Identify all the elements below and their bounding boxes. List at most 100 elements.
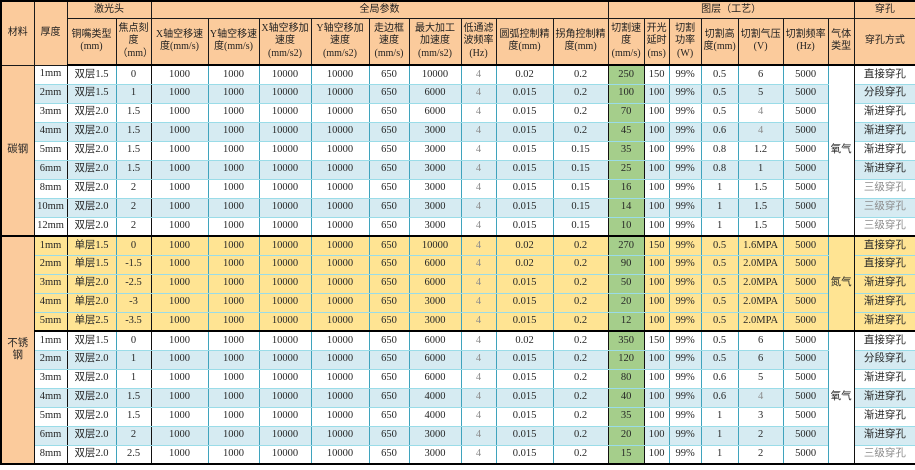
table-cell: 10000 bbox=[310, 140, 370, 161]
pierce-method-cell: 三级穿孔 bbox=[853, 444, 915, 465]
table-cell: 100 bbox=[643, 197, 670, 218]
table-cell: 单层1.5 bbox=[66, 254, 117, 275]
table-cell: 100 bbox=[643, 159, 670, 180]
table-cell: 1 bbox=[737, 159, 784, 180]
table-cell: 0.6 bbox=[700, 121, 739, 142]
table-cell: 650 bbox=[368, 292, 410, 313]
table-cell: 1 bbox=[115, 368, 152, 389]
table-cell: 4 bbox=[460, 140, 497, 161]
pierce-method-cell: 渐进穿孔 bbox=[853, 102, 915, 123]
table-cell: 650 bbox=[368, 235, 410, 256]
table-row: 4mm 单层2.0 -3 1000 1000 10000 10000 650 3000 4 0.01… bbox=[1, 292, 915, 313]
table-cell: 4 bbox=[460, 64, 497, 85]
pierce-method-cell: 渐进穿孔 bbox=[853, 368, 915, 389]
table-cell: 10000 bbox=[258, 216, 312, 237]
table-cell: 10000 bbox=[310, 254, 370, 275]
table-cell: 0.015 bbox=[495, 159, 554, 180]
table-cell: 1000 bbox=[150, 216, 209, 237]
table-cell: 0.015 bbox=[495, 368, 554, 389]
table-cell: 1000 bbox=[207, 197, 260, 218]
table-cell: 100 bbox=[643, 387, 670, 408]
table-cell: 5000 bbox=[782, 102, 829, 123]
table-cell: 650 bbox=[368, 102, 410, 123]
table-cell: 5000 bbox=[782, 235, 829, 256]
table-cell: 1.2 bbox=[737, 140, 784, 161]
table-cell: 16 bbox=[607, 178, 645, 199]
table-cell: 0.5 bbox=[700, 349, 739, 370]
table-cell: -1.5 bbox=[115, 254, 152, 275]
table-cell: 150 bbox=[643, 235, 670, 256]
table-cell: 3000 bbox=[408, 121, 462, 142]
pierce-method-cell: 渐进穿孔 bbox=[853, 311, 915, 332]
table-cell: 3000 bbox=[408, 216, 462, 237]
pierce-method-cell: 渐进穿孔 bbox=[853, 425, 915, 446]
table-row: 5mm 单层2.5 -3.5 1000 1000 10000 10000 650 3000 4 0.… bbox=[1, 311, 915, 332]
pierce-method-cell: 分段穿孔 bbox=[853, 83, 915, 104]
table-cell: 单层2.0 bbox=[66, 273, 117, 294]
table-cell: 0.015 bbox=[495, 273, 554, 294]
table-cell: 1000 bbox=[150, 292, 209, 313]
table-cell: 双层2.0 bbox=[66, 178, 117, 199]
table-cell: 12mm bbox=[33, 216, 68, 237]
table-cell: 650 bbox=[368, 197, 410, 218]
table-cell: 1000 bbox=[207, 140, 260, 161]
gas-type-cell: 氮气 bbox=[827, 235, 855, 332]
material-cell: 不锈钢 bbox=[0, 235, 35, 465]
table-row: 6mm 双层2.0 2 1000 1000 10000 10000 650 3000 4 0.015… bbox=[1, 425, 915, 446]
table-cell: 10000 bbox=[258, 235, 312, 256]
table-cell: 0.5 bbox=[700, 292, 739, 313]
table-cell: 5000 bbox=[782, 273, 829, 294]
table-cell: 3000 bbox=[408, 197, 462, 218]
table-cell: 10000 bbox=[258, 425, 312, 446]
table-cell: 99% bbox=[668, 425, 702, 446]
table-cell: 4 bbox=[460, 273, 497, 294]
table-cell: 双层2.0 bbox=[66, 406, 117, 427]
table-cell: 4 bbox=[460, 178, 497, 199]
table-cell: 1.5 bbox=[115, 102, 152, 123]
table-cell: 4 bbox=[460, 387, 497, 408]
table-cell: 40 bbox=[607, 387, 645, 408]
table-cell: 1000 bbox=[207, 444, 260, 465]
pierce-method-cell: 三级穿孔 bbox=[853, 197, 915, 218]
table-cell: 10000 bbox=[310, 83, 370, 104]
header-laser-on-delay: 开光延时 (ms) bbox=[643, 17, 670, 66]
pierce-method-cell: 直接穿孔 bbox=[853, 254, 915, 275]
header-cut-gas-pressure: 切割气压 (V) bbox=[737, 17, 784, 66]
gas-type-cell: 氧气 bbox=[827, 64, 855, 237]
table-cell: 650 bbox=[368, 387, 410, 408]
table-cell: 1.5 bbox=[115, 121, 152, 142]
table-cell: 100 bbox=[643, 349, 670, 370]
table-cell: 4000 bbox=[408, 406, 462, 427]
table-cell: 1000 bbox=[150, 349, 209, 370]
table-cell: 100 bbox=[643, 178, 670, 199]
table-cell: 5000 bbox=[782, 197, 829, 218]
table-cell: 99% bbox=[668, 406, 702, 427]
table-cell: 5000 bbox=[782, 159, 829, 180]
table-cell: 4 bbox=[460, 102, 497, 123]
table-cell: 99% bbox=[668, 387, 702, 408]
table-cell: 10000 bbox=[258, 292, 312, 313]
table-cell: 99% bbox=[668, 140, 702, 161]
table-row: 12mm 双层2.0 2 1000 1000 10000 10000 650 3000 4 0.01… bbox=[1, 216, 915, 237]
table-cell: 4 bbox=[460, 406, 497, 427]
table-cell: 0.2 bbox=[552, 292, 609, 313]
table-cell: 1000 bbox=[207, 235, 260, 256]
table-cell: 1.5 bbox=[737, 197, 784, 218]
table-cell: 0.2 bbox=[552, 254, 609, 275]
table-cell: 1000 bbox=[207, 159, 260, 180]
table-cell: 35 bbox=[607, 140, 645, 161]
table-cell: 10000 bbox=[258, 159, 312, 180]
table-cell: 0.02 bbox=[495, 235, 554, 256]
table-body: 碳钢 1mm 双层1.5 0 1000 1000 10000 10000 650 10000 4 0.… bbox=[0, 64, 915, 465]
header-y-travel-speed: Y轴空移速度(mm/s) bbox=[207, 17, 260, 66]
table-cell: 100 bbox=[643, 140, 670, 161]
header-nozzle-type: 铜嘴类型 (mm) bbox=[66, 17, 117, 66]
table-cell: 99% bbox=[668, 368, 702, 389]
table-cell: 1000 bbox=[150, 140, 209, 161]
table-cell: 10000 bbox=[258, 121, 312, 142]
table-cell: 20 bbox=[607, 425, 645, 446]
table-cell: 1.5 bbox=[115, 140, 152, 161]
table-header: 材料 厚度 激光头 全局参数 图层（工艺） 穿孔 铜嘴类型 (mm) 焦点刻度（… bbox=[0, 0, 915, 66]
table-cell: 2mm bbox=[33, 83, 68, 104]
table-cell: 0.8 bbox=[700, 140, 739, 161]
